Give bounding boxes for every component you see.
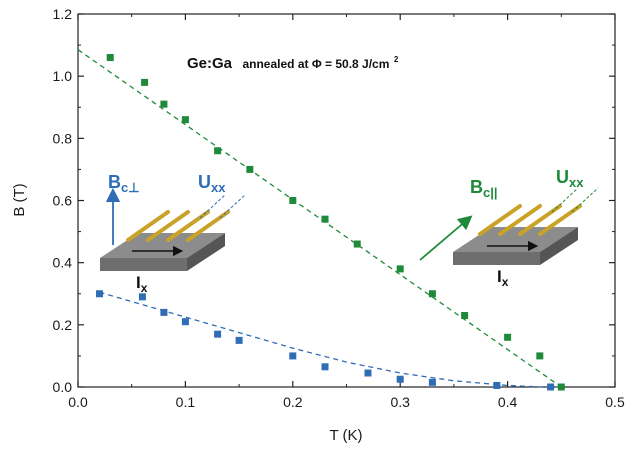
condition-label: annealed at Φ = 50.8 J/cm [242,57,389,71]
sample-front-right [453,252,540,265]
inset-parallel: Bc|| Uxx Ix [419,167,599,289]
y-tick-label: 1.0 [53,68,73,84]
axis-ticks: 0.0 0.1 0.2 0.3 0.4 0.5 0.0 0.2 0.4 0.6 0.8 1.0 1.2 [53,6,625,410]
data-point-series-1 [289,352,297,360]
x-tick-label: 0.3 [390,394,410,410]
data-point-series-0 [141,78,149,86]
voltage-lead-left-b [219,194,246,219]
field-label-perpendicular: Bc⊥ [108,172,140,195]
y-tick-label: 0.2 [53,317,73,333]
x-tick-label: 0.4 [498,394,518,410]
data-point-series-0 [353,240,361,248]
y-axis-title: B (T) [11,183,28,216]
sample-side-left [187,233,225,271]
sample-front-left [100,258,187,271]
y-tick-label: 0.0 [53,379,73,395]
data-point-series-0 [289,197,297,204]
x-axis-title: T (K) [329,427,362,444]
data-point-series-1 [321,363,329,371]
sample-side-right [540,227,578,265]
x-tick-label: 0.5 [605,394,625,410]
data-point-series-0 [321,215,329,223]
data-point-series-0 [246,165,254,173]
data-point-series-1 [214,330,222,338]
data-point-series-1 [547,383,555,391]
data-point-series-0 [504,333,512,341]
x-tick-label: 0.1 [176,394,196,410]
data-point-series-1 [181,318,189,326]
sample-annotation: Ge:Ga annealed at Φ = 50.8 J/cm 2 [187,55,399,72]
fit-line-1 [99,291,562,388]
data-point-series-0 [536,352,544,360]
data-point-series-1 [364,369,372,377]
data-point-series-1 [493,381,501,389]
data-point-series-1 [396,375,404,383]
data-point-series-0 [106,54,114,62]
fit-lines [77,49,562,388]
data-point-series-0 [214,147,222,155]
field-arrow-parallel [419,215,473,261]
data-point-series-0 [160,100,168,108]
material-label: Ge:Ga [187,55,233,72]
current-label-left: Ix [136,273,148,295]
data-point-series-0 [181,116,189,124]
data-point-series-1 [160,308,168,316]
y-tick-label: 0.8 [53,130,73,146]
voltage-lead-right-b [571,187,599,213]
x-tick-label: 0.2 [283,394,303,410]
voltage-lead-left-a [199,194,226,219]
y-tick-label: 1.2 [53,6,73,22]
data-point-series-0 [557,383,565,391]
field-label-parallel: Bc|| [470,177,498,200]
y-tick-label: 0.4 [53,255,73,271]
data-points [95,54,565,391]
data-point-series-1 [235,336,243,344]
data-point-series-1 [95,290,103,298]
inset-perpendicular: Bc⊥ Uxx Ix [100,172,246,295]
data-point-series-0 [461,312,469,320]
data-point-series-0 [428,290,436,298]
data-point-series-0 [396,265,404,273]
condition-superscript: 2 [394,55,399,64]
data-point-series-1 [428,378,436,386]
current-label-right: Ix [497,267,509,289]
y-tick-label: 0.6 [53,193,73,209]
voltage-lead-right-a [551,187,579,213]
x-tick-label: 0.0 [68,394,88,410]
fit-line-0 [77,49,562,388]
voltage-label-left: Uxx [198,172,226,195]
voltage-label-right: Uxx [556,167,584,190]
data-point-series-1 [138,293,146,301]
